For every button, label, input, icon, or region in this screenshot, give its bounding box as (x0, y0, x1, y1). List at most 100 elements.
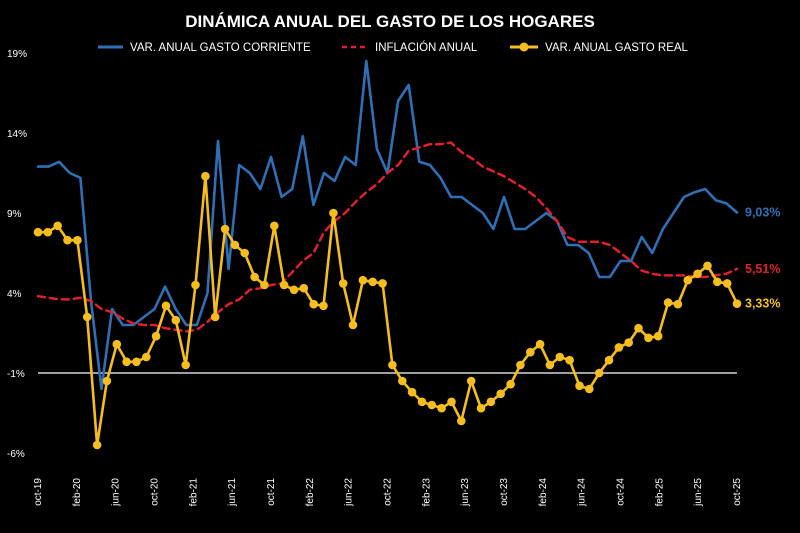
chart-title: DINÁMICA ANUAL DEL GASTO DE LOS HOGARES (185, 12, 595, 31)
data-point-real (585, 384, 594, 394)
data-point-real (142, 352, 151, 362)
x-tick-label: oct-25 (732, 478, 743, 506)
data-point-real (614, 343, 624, 352)
legend-label-inflacion: INFLACIÓN ANUAL (375, 41, 478, 54)
data-point-real (604, 355, 614, 365)
data-point-real (279, 280, 289, 290)
data-point-real (270, 221, 279, 231)
data-point-real (122, 357, 131, 367)
data-point-real (260, 280, 269, 290)
data-point-real (516, 360, 525, 370)
data-point-real (545, 360, 555, 370)
plot-area (33, 59, 742, 450)
data-point-real (329, 208, 338, 218)
data-point-real (565, 355, 574, 365)
x-tick-label: jun-21 (227, 478, 238, 507)
data-point-real (191, 280, 200, 290)
data-point-real (171, 315, 181, 325)
data-point-real (73, 235, 82, 245)
end-labels: 9,03% 5,51% 3,33% (745, 206, 780, 311)
x-tick-label: feb-24 (538, 478, 549, 507)
data-point-real (506, 379, 515, 389)
legend-label-real: VAR. ANUAL GASTO REAL (545, 42, 689, 54)
x-tick-label: feb-21 (188, 478, 199, 507)
data-point-real (132, 357, 141, 367)
data-point-real (92, 440, 102, 450)
data-point-real (240, 248, 249, 258)
data-point-real (319, 301, 328, 311)
x-tick-label: oct-23 (499, 478, 510, 506)
data-point-real (575, 381, 584, 391)
data-point-real (201, 171, 210, 181)
data-point-real (230, 240, 240, 250)
x-axis: oct-19 feb-20 jun-20 oct-20 feb-21 jun-21 oct-… (33, 478, 743, 507)
data-point-real (447, 397, 456, 407)
x-tick-label: oct-22 (383, 478, 394, 506)
data-point-real (407, 387, 417, 397)
data-point-real (693, 269, 702, 279)
y-tick-label: 14% (7, 129, 27, 140)
data-point-real (161, 301, 171, 311)
data-point-real (634, 323, 643, 333)
data-point-real (624, 338, 633, 347)
data-point-real (486, 397, 496, 407)
y-tick-label: -1% (7, 369, 25, 380)
data-point-real (368, 277, 378, 287)
data-point-real (466, 376, 476, 386)
y-tick-label: 4% (7, 289, 22, 300)
data-point-real (555, 352, 565, 362)
data-point-real (653, 331, 663, 341)
data-point-real (102, 376, 112, 386)
data-point-real (713, 277, 722, 287)
data-point-real (594, 368, 604, 378)
data-point-real (82, 312, 92, 322)
data-point-real (398, 376, 407, 386)
x-tick-label: jun-25 (693, 478, 704, 507)
x-tick-label: oct-24 (616, 478, 627, 506)
data-point-real (338, 279, 348, 288)
data-point-real (348, 320, 358, 330)
data-point-real (289, 285, 299, 295)
x-tick-label: oct-19 (33, 478, 44, 506)
data-point-real (378, 279, 387, 288)
data-point-real (722, 279, 732, 288)
x-tick-label: oct-20 (150, 478, 161, 506)
data-point-real (210, 312, 220, 322)
data-point-real (181, 360, 190, 370)
data-point-real (220, 224, 230, 234)
data-point-real (703, 261, 712, 271)
data-point-real (526, 347, 535, 357)
data-point-real (427, 400, 437, 410)
data-point-real (476, 403, 486, 413)
data-point-real (457, 416, 466, 426)
end-label-corriente: 9,03% (745, 206, 780, 220)
data-point-real (299, 283, 309, 293)
series-line-inflacion (36, 141, 739, 333)
data-point-real (683, 275, 693, 285)
x-tick-label: jun-23 (460, 478, 471, 507)
data-point-real (535, 339, 545, 349)
data-point-real (151, 331, 161, 341)
data-point-real (663, 298, 673, 307)
data-point-real (644, 333, 653, 343)
data-point-real (112, 339, 122, 349)
end-label-real: 3,33% (745, 297, 780, 311)
legend-label-corriente: VAR. ANUAL GASTO CORRIENTE (130, 42, 311, 54)
x-tick-label: feb-25 (654, 478, 665, 507)
y-tick-label: 9% (7, 209, 22, 220)
x-tick-label: jun-24 (577, 478, 588, 507)
data-point-real (358, 275, 368, 285)
x-tick-label: oct-21 (266, 478, 277, 506)
end-label-inflacion: 5,51% (745, 262, 780, 276)
data-point-real (496, 389, 506, 399)
data-point-real (673, 299, 683, 309)
data-point-real (33, 227, 43, 237)
data-point-real (63, 235, 72, 245)
data-point-real (309, 299, 319, 309)
x-tick-label: feb-22 (305, 478, 316, 507)
x-tick-label: feb-23 (421, 478, 432, 507)
y-tick-label: -6% (7, 449, 25, 460)
legend-marker-real (519, 42, 529, 52)
